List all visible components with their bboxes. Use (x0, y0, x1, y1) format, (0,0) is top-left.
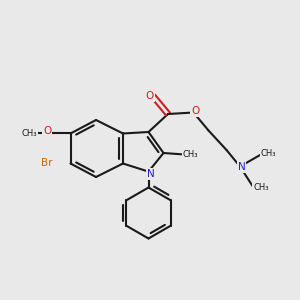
Text: CH₃: CH₃ (253, 183, 269, 192)
Text: O: O (191, 106, 199, 116)
Text: Br: Br (41, 158, 52, 169)
Text: O: O (146, 91, 154, 101)
Text: CH₃: CH₃ (21, 129, 37, 138)
Text: N: N (147, 169, 155, 179)
Text: CH₃: CH₃ (261, 148, 276, 158)
Text: O: O (43, 126, 51, 136)
Text: N: N (238, 161, 245, 172)
Text: CH₃: CH₃ (183, 150, 198, 159)
